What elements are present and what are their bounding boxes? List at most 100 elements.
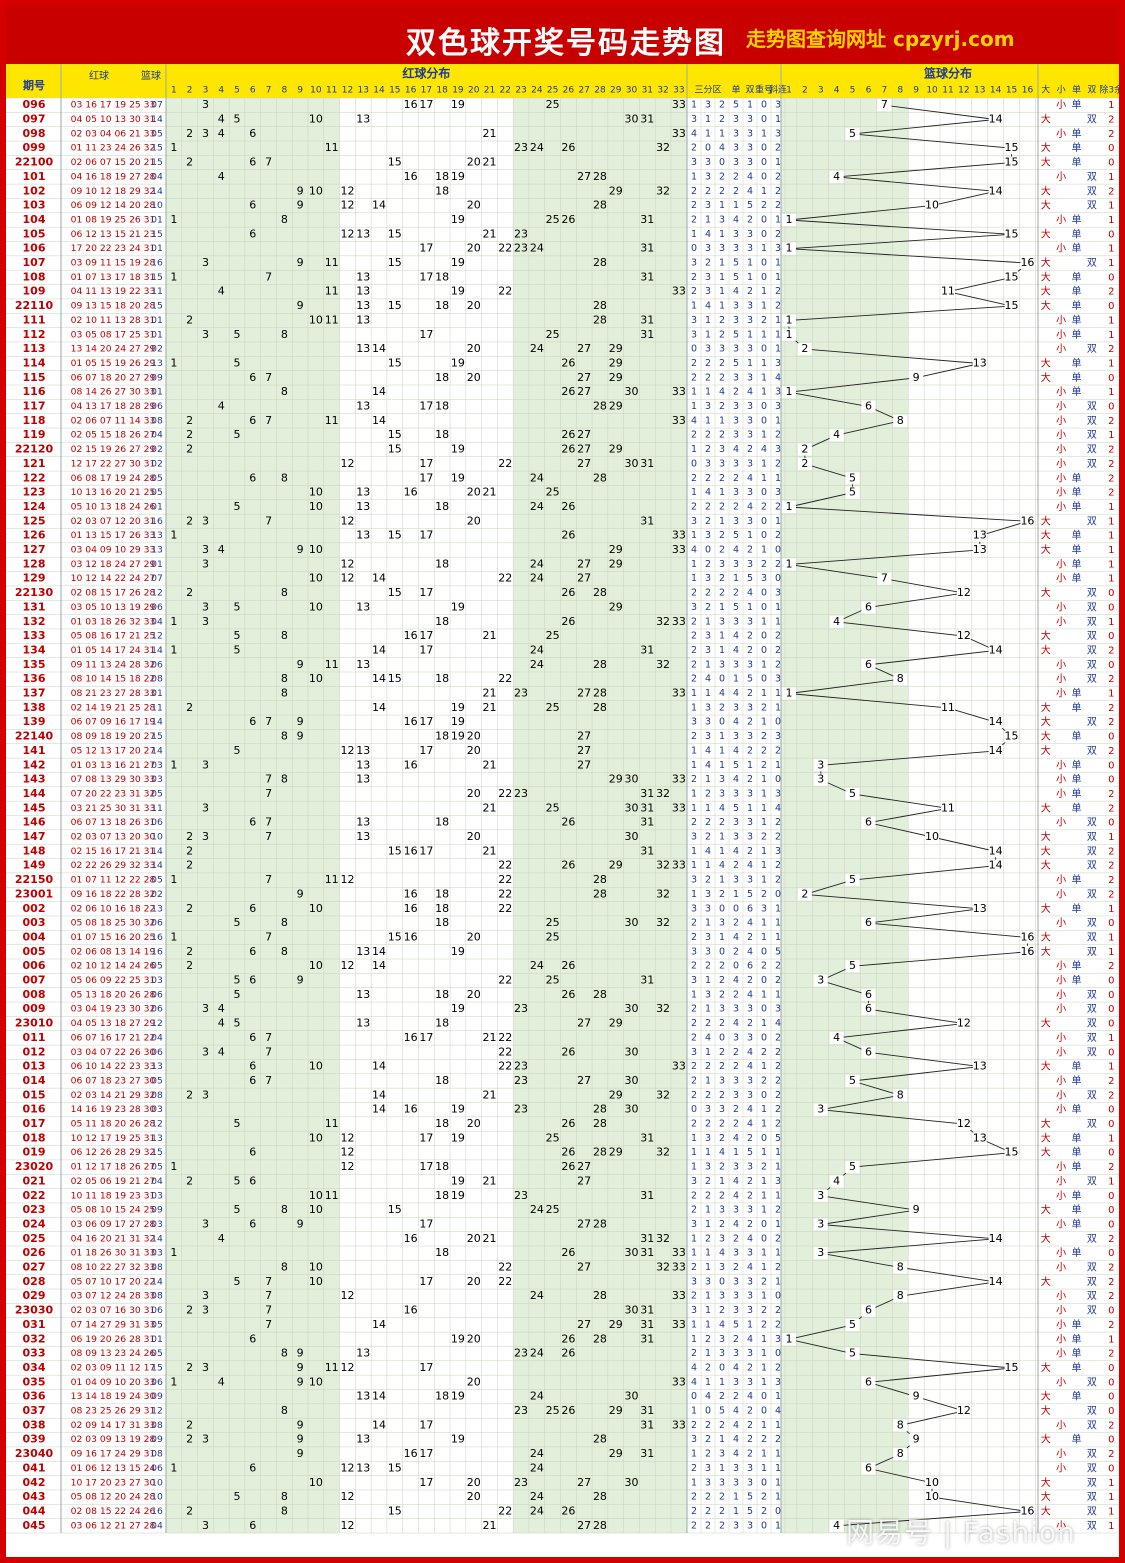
red-numbers: 02 03 07 13 20 30 bbox=[71, 832, 156, 843]
stat-value: 2 bbox=[747, 846, 753, 857]
red-ball-mark: 26 bbox=[561, 988, 575, 1001]
blue-number: 02 bbox=[151, 889, 163, 900]
red-ball-mark: 4 bbox=[218, 543, 225, 556]
blue-ball-bg bbox=[988, 113, 1003, 126]
red-ball-mark: 17 bbox=[419, 1031, 433, 1044]
red-ball-mark: 20 bbox=[467, 988, 481, 1001]
stat-value: 3 bbox=[747, 301, 753, 312]
blue-number: 13 bbox=[151, 545, 163, 556]
blue-size-mark: 大 bbox=[1041, 586, 1051, 599]
blue-mod3-mark: 1 bbox=[1108, 832, 1114, 843]
red-numbers: 13 14 18 19 24 30 bbox=[71, 1391, 156, 1402]
stat-value: 0 bbox=[775, 774, 781, 785]
stat-zone-count: 3 bbox=[705, 1477, 711, 1488]
red-ball-mark: 19 bbox=[451, 1189, 465, 1202]
site-link[interactable]: 走势图查询网址 cpzyrj.com bbox=[746, 27, 1015, 51]
red-numbers: 09 16 17 24 29 31 bbox=[71, 1449, 156, 1460]
red-ball-mark: 6 bbox=[249, 199, 256, 212]
stat-zone-count: 1 bbox=[719, 602, 725, 613]
red-ball-mark: 16 bbox=[404, 1031, 418, 1044]
blue-ball-mark: 13 bbox=[973, 543, 987, 556]
blue-parity-mark: 双 bbox=[1087, 1233, 1097, 1245]
header-blue-9: 9 bbox=[913, 86, 919, 96]
blue-mod3-mark: 2 bbox=[1108, 459, 1114, 470]
blue-ball-bg bbox=[829, 429, 844, 442]
red-ball-mark: 31 bbox=[640, 457, 654, 470]
red-ball-mark: 11 bbox=[325, 313, 339, 326]
blue-size-mark: 大 bbox=[1041, 256, 1051, 269]
stat-value: 0 bbox=[761, 1391, 767, 1402]
red-ball-mark: 18 bbox=[435, 500, 449, 513]
blue-ball-bg bbox=[845, 1347, 860, 1360]
stat-value: 3 bbox=[747, 315, 753, 326]
blue-ball-bg bbox=[861, 400, 876, 413]
stat-value: 4 bbox=[747, 860, 753, 871]
red-ball-mark: 4 bbox=[218, 285, 225, 298]
period-label: 22100 bbox=[15, 156, 54, 169]
stat-value: 4 bbox=[747, 473, 753, 484]
stat-value: 3 bbox=[733, 1463, 739, 1474]
blue-parity-mark: 双 bbox=[1087, 1046, 1097, 1058]
red-ball-mark: 13 bbox=[356, 600, 370, 613]
stat-zone-count: 1 bbox=[691, 846, 697, 857]
red-ball-mark: 9 bbox=[297, 1347, 304, 1360]
red-ball-mark: 5 bbox=[234, 1203, 241, 1216]
blue-parity-mark: 双 bbox=[1087, 673, 1097, 685]
stat-value: 3 bbox=[747, 128, 753, 139]
blue-ball-bg bbox=[893, 1448, 908, 1461]
period-label: 22140 bbox=[15, 730, 54, 743]
stat-value: 0 bbox=[761, 1219, 767, 1230]
blue-ball-bg bbox=[1004, 1361, 1019, 1374]
red-ball-mark: 26 bbox=[561, 1117, 575, 1130]
red-ball-mark: 23 bbox=[514, 1404, 528, 1417]
red-ball-mark: 30 bbox=[625, 385, 639, 398]
red-ball-mark: 9 bbox=[297, 1361, 304, 1374]
red-ball-mark: 26 bbox=[561, 356, 575, 369]
period-label: 033 bbox=[23, 1347, 46, 1360]
red-ball-mark: 30 bbox=[625, 457, 639, 470]
blue-parity-mark: 单 bbox=[1072, 329, 1082, 341]
stat-zone-count: 0 bbox=[719, 903, 725, 914]
stat-value: 1 bbox=[761, 688, 767, 699]
period-label: 23040 bbox=[15, 1447, 54, 1460]
stat-zone-count: 0 bbox=[691, 243, 697, 254]
red-ball-mark: 10 bbox=[309, 500, 323, 513]
red-ball-mark: 26 bbox=[561, 1404, 575, 1417]
period-label: 149 bbox=[23, 859, 46, 872]
stat-value: 4 bbox=[747, 186, 753, 197]
stat-zone-count: 1 bbox=[719, 1463, 725, 1474]
red-numbers: 03 06 12 21 27 28 bbox=[71, 1520, 156, 1531]
red-ball-mark: 31 bbox=[640, 328, 654, 341]
blue-ball-mark: 1 bbox=[785, 385, 792, 398]
red-ball-mark: 33 bbox=[672, 1060, 686, 1073]
red-ball-mark: 24 bbox=[530, 1447, 544, 1460]
blue-size-mark: 小 bbox=[1056, 214, 1066, 226]
red-numbers: 06 08 17 19 24 28 bbox=[71, 473, 156, 484]
stat-zone-count: 1 bbox=[719, 516, 725, 527]
red-numbers: 08 23 25 26 29 31 bbox=[71, 1406, 156, 1417]
stat-zone-count: 2 bbox=[719, 1190, 725, 1201]
blue-mod3-mark: 1 bbox=[1108, 215, 1114, 226]
blue-parity-mark: 双 bbox=[1087, 114, 1097, 126]
stat-value: 2 bbox=[775, 1233, 781, 1244]
stat-value: 4 bbox=[733, 1018, 739, 1029]
blue-ball-mark: 11 bbox=[941, 701, 955, 714]
blue-mod3-mark: 2 bbox=[1108, 129, 1114, 140]
stat-zone-count: 1 bbox=[705, 1075, 711, 1086]
red-ball-mark: 7 bbox=[265, 1289, 272, 1302]
period-label: 112 bbox=[23, 328, 46, 341]
blue-parity-mark: 单 bbox=[1072, 1190, 1082, 1202]
red-ball-mark: 7 bbox=[265, 773, 272, 786]
red-ball-mark: 20 bbox=[467, 514, 481, 527]
blue-mod3-mark: 1 bbox=[1108, 502, 1114, 513]
stat-value: 1 bbox=[775, 1520, 781, 1531]
red-ball-mark: 14 bbox=[372, 1103, 386, 1116]
stat-value: 1 bbox=[761, 430, 767, 441]
red-ball-mark: 10 bbox=[309, 572, 323, 585]
red-ball-mark: 15 bbox=[388, 428, 402, 441]
red-ball-mark: 20 bbox=[467, 730, 481, 743]
red-ball-mark: 6 bbox=[249, 902, 256, 915]
blue-number: 09 bbox=[151, 1391, 163, 1402]
red-ball-mark: 16 bbox=[404, 930, 418, 943]
red-ball-mark: 9 bbox=[297, 887, 304, 900]
